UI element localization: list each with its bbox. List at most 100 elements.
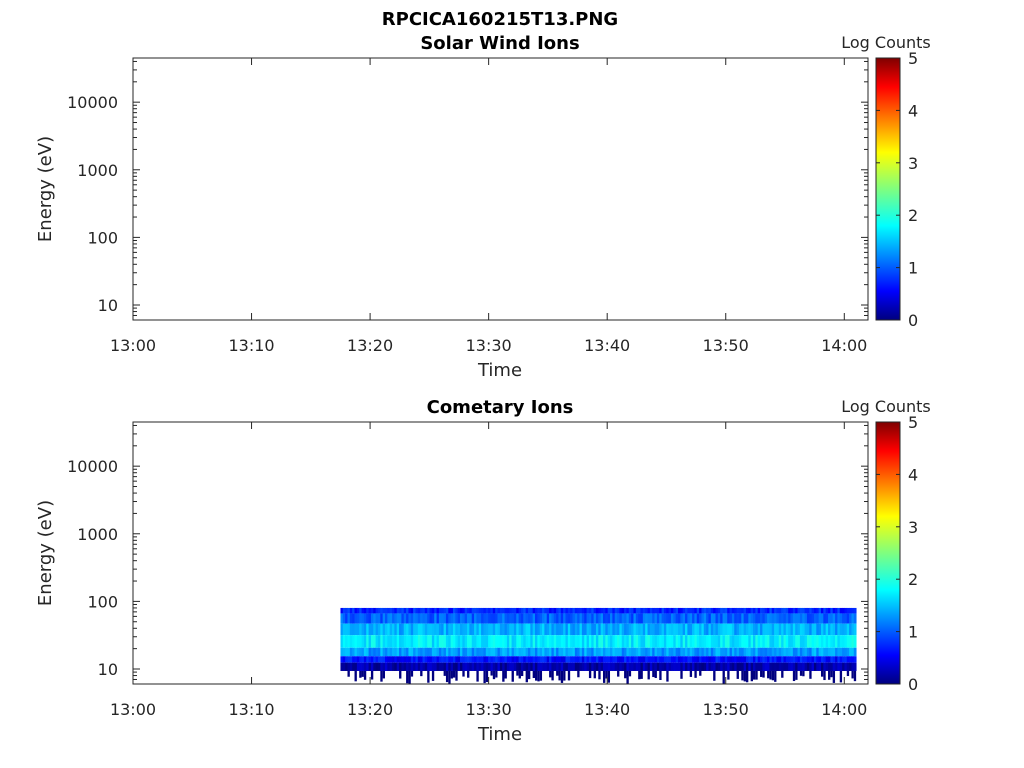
spectrogram-cell [806, 607, 810, 614]
spectrogram-cell [464, 613, 468, 624]
spectrogram-cell [462, 607, 466, 614]
spectrogram-cell [462, 635, 466, 648]
spectrogram-cell [631, 635, 634, 648]
spectrogram-cell [530, 656, 534, 663]
spectrogram-cell [392, 647, 395, 657]
spectrogram-cell [394, 635, 398, 648]
spectrogram-cell [417, 623, 421, 636]
spectrogram-cell [560, 613, 564, 624]
spectrogram-cell [602, 613, 606, 624]
spectrogram-cell [816, 635, 820, 648]
spectrogram-cell [499, 662, 503, 671]
spectrogram-cell [797, 647, 801, 657]
spectrogram-cell [420, 613, 423, 624]
spectrogram-cell [776, 656, 780, 663]
spectrogram-cell [377, 662, 381, 671]
spectrogram-cell [429, 656, 433, 663]
spectrogram-cell [385, 656, 388, 663]
spectrogram-cell [553, 656, 557, 663]
spectrogram-cell [537, 623, 541, 636]
spectrogram-cell [513, 607, 517, 614]
spectrogram-cell [778, 647, 782, 657]
spectrogram-cell [760, 607, 763, 614]
spectrogram-cell [715, 656, 719, 663]
spectrogram-cell [354, 647, 358, 657]
spectrogram-cell [663, 662, 667, 671]
spectrogram-cell [593, 656, 597, 663]
spectrogram-cell [556, 613, 559, 624]
spectrogram-cell [462, 623, 466, 636]
spectrogram-cell [420, 607, 423, 614]
spectrogram-cell [595, 635, 599, 648]
spectrogram-cell [574, 635, 578, 648]
spectrogram-cell [410, 607, 414, 614]
x-tick-label: 14:00 [821, 336, 867, 355]
spectrogram-cell [689, 656, 693, 663]
spectrogram-cell [467, 647, 470, 657]
spectrogram-cell [563, 656, 566, 663]
spectrogram-cell [769, 635, 773, 648]
spectrogram-cell [652, 656, 655, 663]
spectrogram-cell [567, 607, 571, 614]
spectrogram-cell [511, 635, 515, 648]
spectrogram-cell [617, 613, 620, 624]
spectrogram-cell [804, 662, 808, 671]
spectrogram-cell [342, 662, 346, 671]
spectrogram-cell [769, 670, 772, 680]
spectrogram-cell [685, 613, 688, 624]
spectrogram-cell [682, 613, 686, 624]
spectrogram-cell [460, 656, 463, 663]
spectrogram-cell [377, 623, 381, 636]
spectrogram-cell [849, 623, 852, 636]
spectrogram-cell [389, 613, 393, 624]
spectrogram-cell [682, 662, 686, 671]
spectrogram-cell [851, 647, 855, 657]
spectrogram-cell [553, 662, 557, 671]
spectrogram-cell [349, 656, 353, 663]
spectrogram-cell [577, 623, 580, 636]
spectrogram-cell [741, 670, 744, 681]
spectrogram-cell [483, 647, 487, 657]
spectrogram-cell [394, 623, 398, 636]
spectrogram-cell [406, 607, 409, 614]
spectrogram-cell [617, 623, 620, 636]
spectrogram-cell [370, 670, 374, 680]
spectrogram-cell [595, 656, 599, 663]
spectrogram-cell [361, 613, 365, 624]
spectrogram-cell [577, 656, 580, 663]
spectrogram-cell [633, 662, 637, 671]
spectrogram-cell [624, 662, 627, 671]
spectrogram-cell [368, 623, 372, 636]
spectrogram-cell [610, 623, 613, 636]
spectrogram-cell [619, 635, 623, 648]
spectrogram-cell [666, 635, 670, 648]
x-tick-label: 13:30 [466, 700, 512, 719]
spectrogram-cell [602, 662, 606, 671]
spectrogram-cell [734, 635, 737, 648]
spectrogram-cell [645, 623, 648, 636]
spectrogram-cell [441, 656, 444, 663]
spectrogram-cell [818, 623, 822, 636]
spectrogram-cell [748, 656, 752, 663]
spectrogram-cell [828, 662, 831, 671]
spectrogram-cell [574, 662, 578, 671]
spectrogram-cell [769, 607, 773, 614]
spectrogram-cell [781, 662, 784, 671]
spectrogram-cell [396, 662, 400, 671]
spectrogram-cell [633, 647, 637, 657]
spectrogram-cell [579, 607, 583, 614]
spectrogram-cell [506, 635, 510, 648]
spectrogram-cell [802, 607, 805, 614]
spectrogram-cell [799, 623, 803, 636]
spectrogram-cell [431, 647, 435, 657]
spectrogram-cell [696, 613, 700, 624]
spectrogram-cell [689, 607, 693, 614]
spectrogram-cell [584, 613, 587, 624]
spectrogram-cell [551, 647, 555, 657]
spectrogram-cell [546, 662, 550, 671]
spectrogram-cell [385, 607, 388, 614]
spectrogram-cell [525, 656, 529, 663]
spectrogram-cell [832, 623, 836, 636]
spectrogram-cell [359, 613, 362, 624]
